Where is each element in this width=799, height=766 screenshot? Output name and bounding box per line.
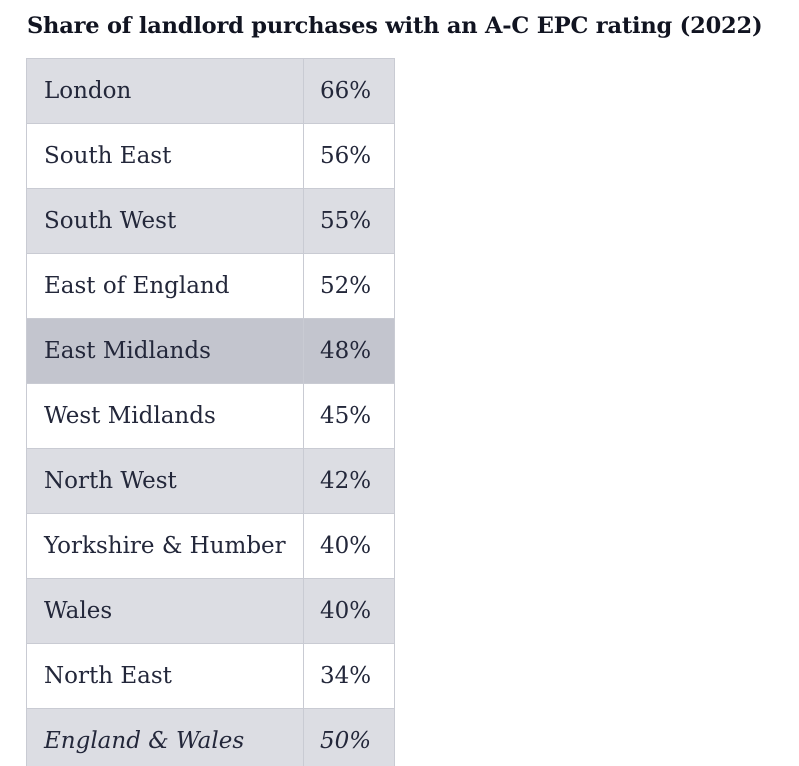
region-cell: South East bbox=[26, 123, 304, 189]
region-cell: North West bbox=[26, 448, 304, 514]
share-cell: 40% bbox=[303, 513, 395, 579]
table-title: Share of landlord purchases with an A-C … bbox=[27, 13, 763, 39]
table-row-wales[interactable]: Wales 40% bbox=[26, 578, 395, 644]
share-cell: 34% bbox=[303, 643, 395, 709]
table-row-yorkshire-humber[interactable]: Yorkshire & Humber 40% bbox=[26, 513, 395, 579]
share-cell: 40% bbox=[303, 578, 395, 644]
share-cell: 66% bbox=[303, 58, 395, 124]
region-cell: North East bbox=[26, 643, 304, 709]
region-cell: South West bbox=[26, 188, 304, 254]
region-cell: East Midlands bbox=[26, 318, 304, 384]
share-cell: 45% bbox=[303, 383, 395, 449]
share-cell: 42% bbox=[303, 448, 395, 514]
table-row-total[interactable]: England & Wales 50% bbox=[26, 708, 395, 766]
region-cell: Wales bbox=[26, 578, 304, 644]
share-cell: 55% bbox=[303, 188, 395, 254]
region-cell: West Midlands bbox=[26, 383, 304, 449]
share-cell: 56% bbox=[303, 123, 395, 189]
table-row-south-west[interactable]: South West 55% bbox=[26, 188, 395, 254]
share-cell: 48% bbox=[303, 318, 395, 384]
region-cell: East of England bbox=[26, 253, 304, 319]
table-row-north-east[interactable]: North East 34% bbox=[26, 643, 395, 709]
table-row-london[interactable]: London 66% bbox=[26, 58, 395, 124]
table-row-west-midlands[interactable]: West Midlands 45% bbox=[26, 383, 395, 449]
region-cell: Yorkshire & Humber bbox=[26, 513, 304, 579]
share-cell: 52% bbox=[303, 253, 395, 319]
table-row-south-east[interactable]: South East 56% bbox=[26, 123, 395, 189]
region-cell: England & Wales bbox=[26, 708, 304, 766]
table-row-north-west[interactable]: North West 42% bbox=[26, 448, 395, 514]
table-row-east-midlands[interactable]: East Midlands 48% bbox=[26, 318, 395, 384]
epc-table: London 66% South East 56% South West 55%… bbox=[26, 58, 395, 766]
region-cell: London bbox=[26, 58, 304, 124]
table-row-east-of-england[interactable]: East of England 52% bbox=[26, 253, 395, 319]
share-cell: 50% bbox=[303, 708, 395, 766]
